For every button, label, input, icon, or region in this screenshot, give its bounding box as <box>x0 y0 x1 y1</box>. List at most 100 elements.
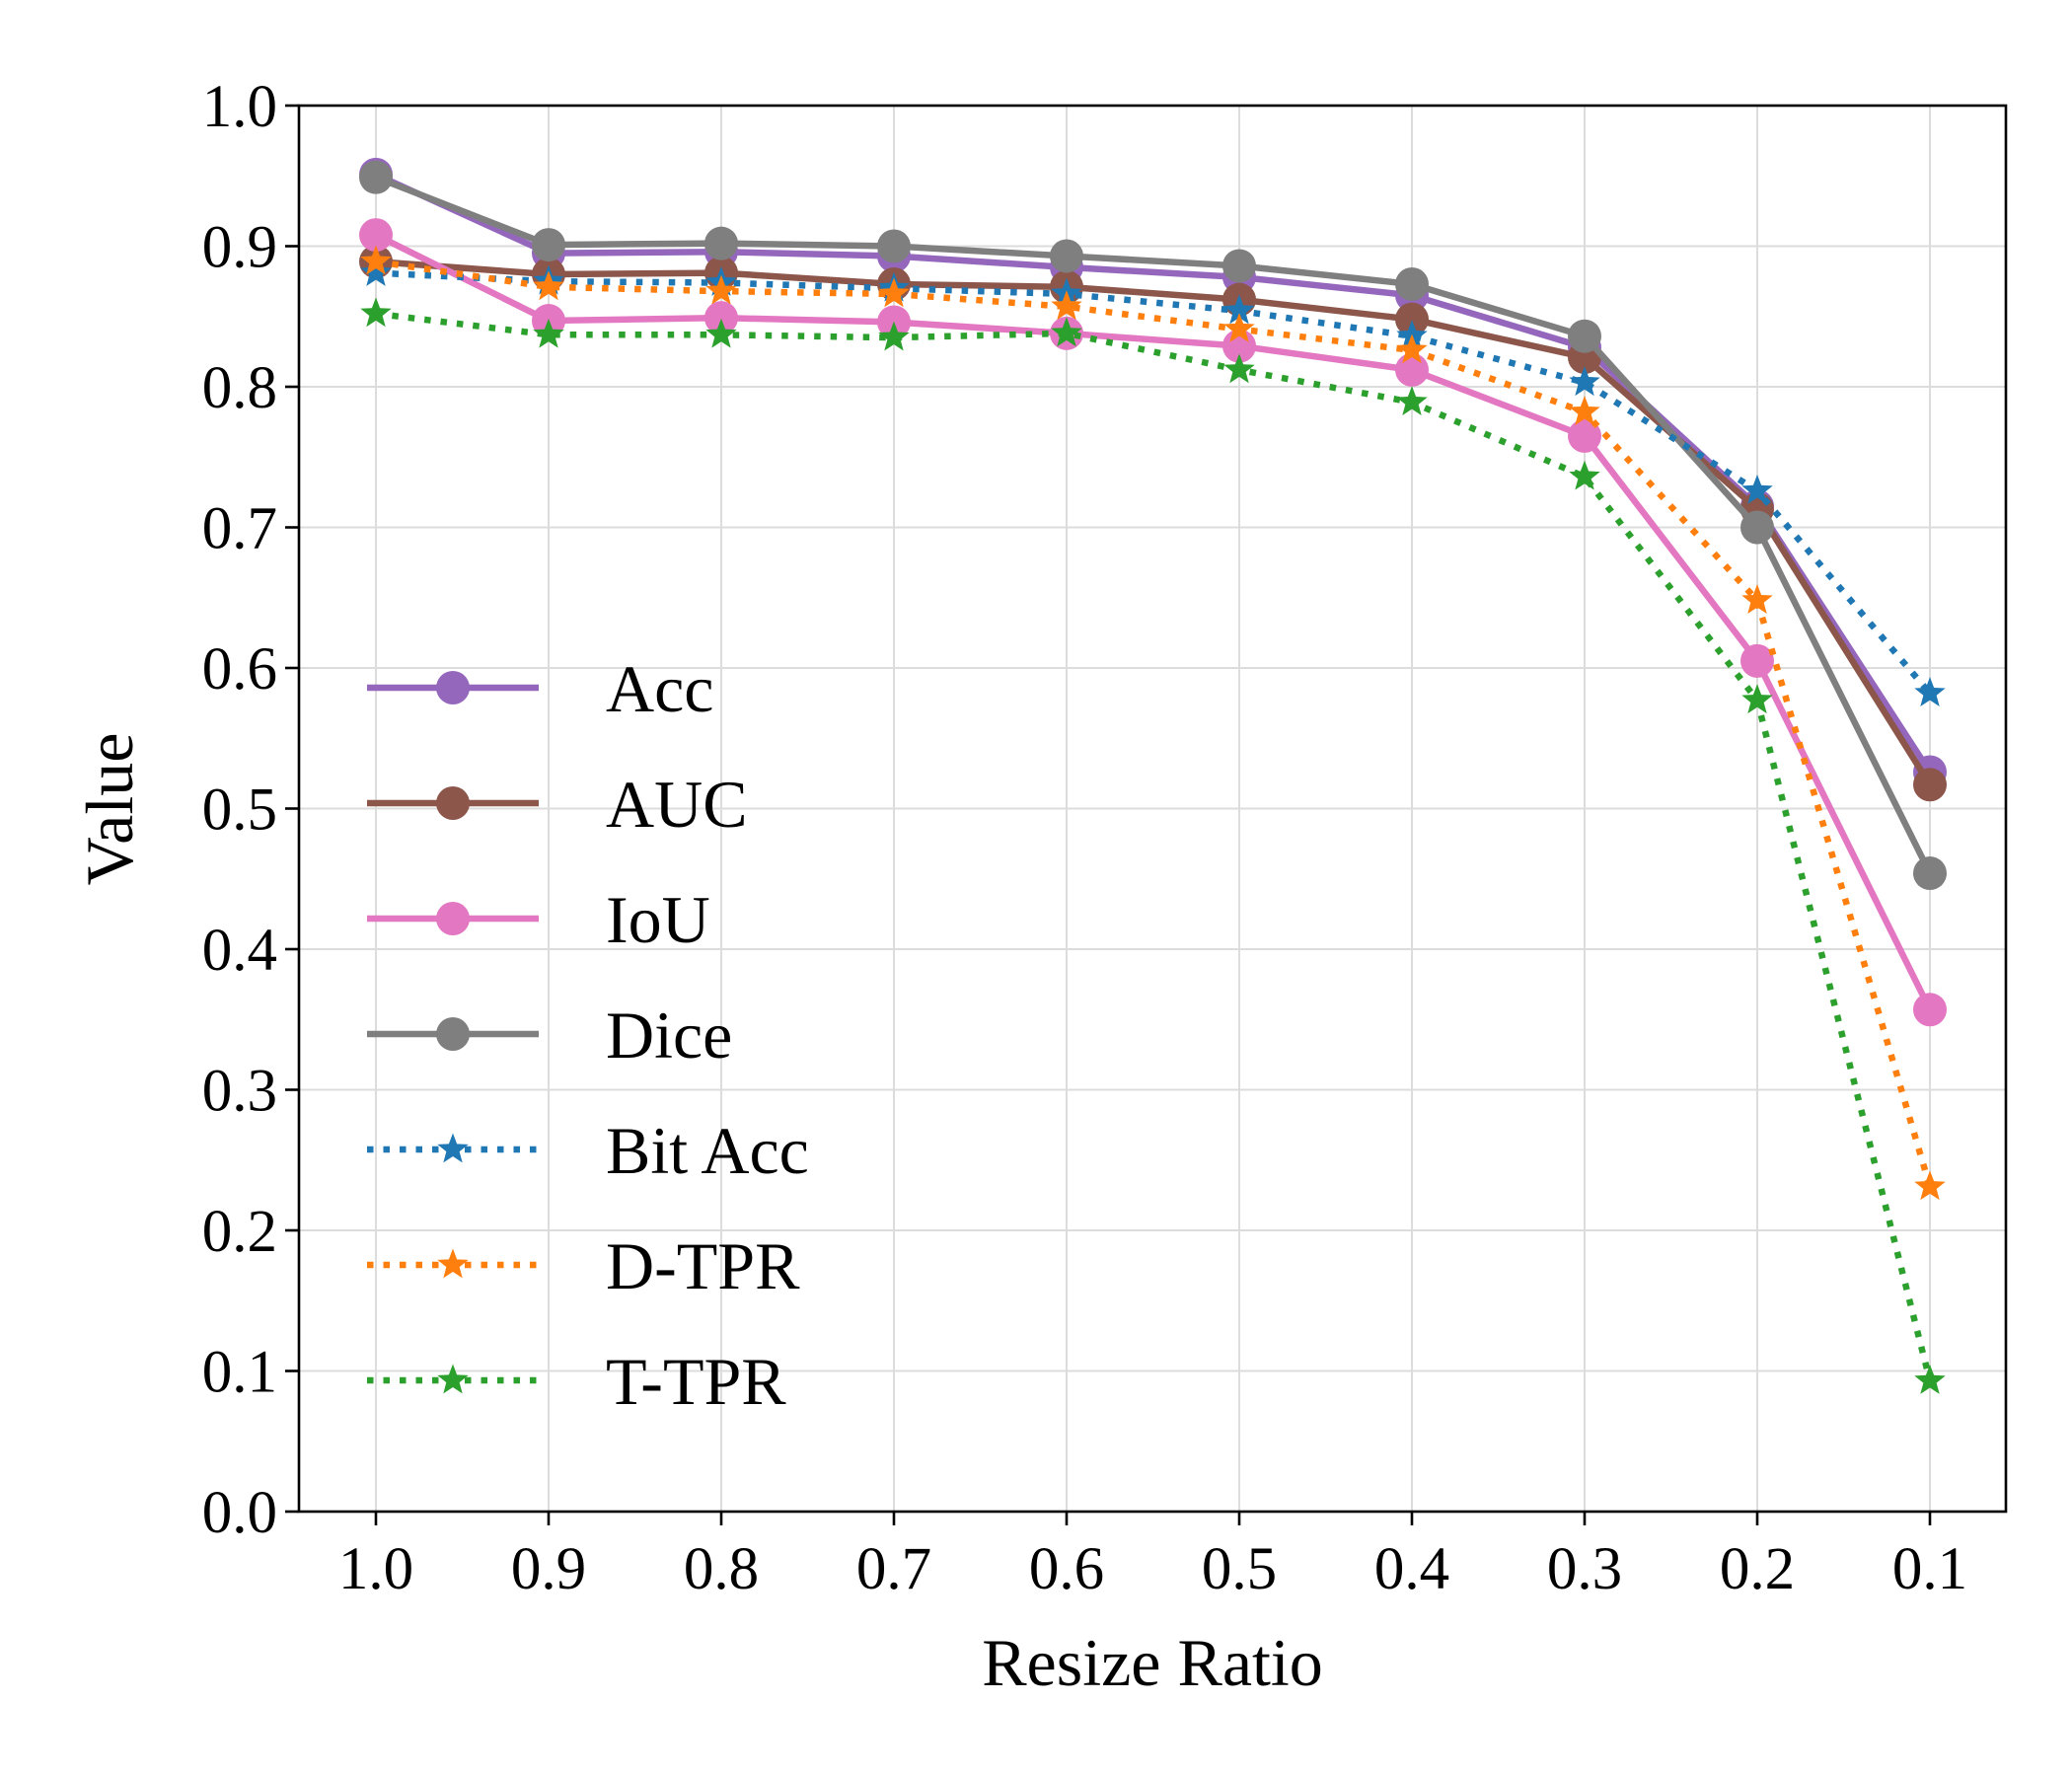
y-tick-label: 0.3 <box>202 1059 277 1125</box>
data-point-iou <box>1913 993 1947 1027</box>
series-iou <box>359 218 1947 1027</box>
y-tick-label: 0.2 <box>202 1199 277 1265</box>
data-point-t-tpr <box>1223 353 1255 384</box>
legend-item-bit-acc: Bit Acc <box>367 1113 809 1188</box>
x-tick-label: 0.8 <box>684 1536 759 1602</box>
data-point-iou <box>359 218 393 253</box>
legend-marker-bit-acc <box>437 1133 469 1163</box>
legend-item-dice: Dice <box>367 998 732 1073</box>
y-tick-label: 0.0 <box>202 1480 277 1546</box>
data-point-t-tpr <box>360 297 392 328</box>
x-tick-label: 0.4 <box>1374 1536 1449 1602</box>
data-point-t-tpr <box>533 318 564 348</box>
data-point-d-tpr <box>533 270 564 301</box>
legend-item-acc: Acc <box>367 651 713 726</box>
data-point-dice <box>1395 266 1429 301</box>
legend-item-t-tpr: T-TPR <box>367 1344 786 1419</box>
y-tick-label: 0.7 <box>202 496 277 562</box>
y-tick-label: 0.8 <box>202 355 277 421</box>
data-point-bit-acc <box>1914 677 1946 706</box>
series-dice <box>359 160 1947 891</box>
data-point-t-tpr <box>878 321 910 351</box>
series-t-tpr <box>360 297 1946 1394</box>
data-point-dice <box>532 228 565 262</box>
legend-label-acc: Acc <box>606 651 713 726</box>
legend-label-dice: Dice <box>606 998 732 1073</box>
data-point-t-tpr <box>1051 317 1082 347</box>
y-tick-label: 0.6 <box>202 636 277 703</box>
x-tick-label: 0.9 <box>511 1536 586 1602</box>
legend: Acc AUC IoU Dice Bit Acc D-TPR T-TPR <box>367 651 809 1419</box>
series-line-d-tpr <box>375 258 1934 1188</box>
legend-item-iou: IoU <box>367 882 710 957</box>
data-point-t-tpr <box>1741 684 1773 714</box>
data-point-t-tpr <box>1569 460 1600 490</box>
legend-label-iou: IoU <box>606 882 710 957</box>
data-point-bit-acc <box>1741 474 1773 504</box>
legend-marker-t-tpr <box>437 1364 469 1394</box>
series-line-bit-acc <box>375 269 1933 696</box>
legend-marker-dice <box>436 1017 470 1051</box>
x-tick-label: 0.3 <box>1547 1536 1622 1602</box>
data-point-dice <box>877 229 911 263</box>
data-point-iou <box>1222 329 1256 363</box>
data-point-dice <box>1913 856 1947 891</box>
x-tick-label: 0.2 <box>1720 1536 1795 1602</box>
x-tick-label: 1.0 <box>338 1536 413 1602</box>
data-point-auc <box>1395 302 1429 336</box>
data-point-t-tpr <box>705 318 737 348</box>
data-point-dice <box>1050 239 1083 273</box>
data-point-d-tpr <box>1051 290 1082 321</box>
legend-item-d-tpr: D-TPR <box>367 1228 800 1303</box>
legend-label-bit-acc: Bit Acc <box>606 1113 809 1188</box>
y-tick-label: 1.0 <box>202 74 277 140</box>
legend-label-auc: AUC <box>606 767 748 842</box>
x-tick-label: 0.1 <box>1892 1536 1967 1602</box>
legend-label-d-tpr: D-TPR <box>606 1228 800 1303</box>
data-point-iou <box>1395 352 1429 387</box>
data-point-t-tpr <box>1914 1364 1946 1394</box>
data-point-t-tpr <box>1396 386 1428 416</box>
data-point-iou <box>1568 418 1601 453</box>
legend-marker-acc <box>436 671 470 704</box>
data-point-d-tpr <box>1741 584 1773 614</box>
legend-label-t-tpr: T-TPR <box>606 1344 786 1419</box>
data-point-d-tpr <box>360 245 392 275</box>
legend-item-auc: AUC <box>367 767 748 842</box>
series-line-acc <box>374 171 1933 775</box>
y-axis-label: Value <box>72 733 147 886</box>
data-point-dice <box>1740 510 1774 545</box>
series-line-iou <box>374 232 1933 1011</box>
series-line-dice <box>374 174 1933 875</box>
series-line-t-tpr <box>375 310 1934 1382</box>
x-axis: 1.0 0.9 0.8 0.7 0.6 0.5 0.4 0.3 0.2 0.1 <box>338 1512 1967 1602</box>
legend-marker-auc <box>436 786 470 820</box>
data-point-dice <box>359 160 393 194</box>
y-tick-label: 0.1 <box>202 1340 277 1406</box>
data-point-dice <box>704 226 738 260</box>
data-point-dice <box>1222 249 1256 283</box>
data-point-dice <box>1568 319 1601 353</box>
data-point-d-tpr <box>1396 333 1428 364</box>
y-tick-label: 0.9 <box>202 215 277 281</box>
y-tick-label: 0.5 <box>202 777 277 844</box>
data-point-bit-acc <box>360 257 392 286</box>
data-point-d-tpr <box>1223 313 1255 342</box>
data-point-iou <box>704 301 738 335</box>
data-point-bit-acc <box>1223 294 1255 325</box>
series-layer <box>359 157 1947 1394</box>
legend-marker-iou <box>436 902 470 935</box>
x-tick-label: 0.5 <box>1202 1536 1277 1602</box>
data-point-d-tpr <box>1914 1170 1946 1201</box>
legend-marker-d-tpr <box>437 1248 469 1279</box>
series-d-tpr <box>360 245 1946 1201</box>
data-point-auc <box>1913 768 1947 802</box>
data-point-d-tpr <box>705 274 737 305</box>
x-tick-label: 0.6 <box>1029 1536 1104 1602</box>
x-tick-label: 0.7 <box>856 1536 931 1602</box>
x-axis-label: Resize Ratio <box>982 1625 1323 1700</box>
y-axis: 0.0 0.1 0.2 0.3 0.4 0.5 0.6 0.7 0.8 0.9 1.0 <box>202 74 299 1546</box>
data-point-d-tpr <box>1569 396 1600 425</box>
y-tick-label: 0.4 <box>202 918 277 984</box>
